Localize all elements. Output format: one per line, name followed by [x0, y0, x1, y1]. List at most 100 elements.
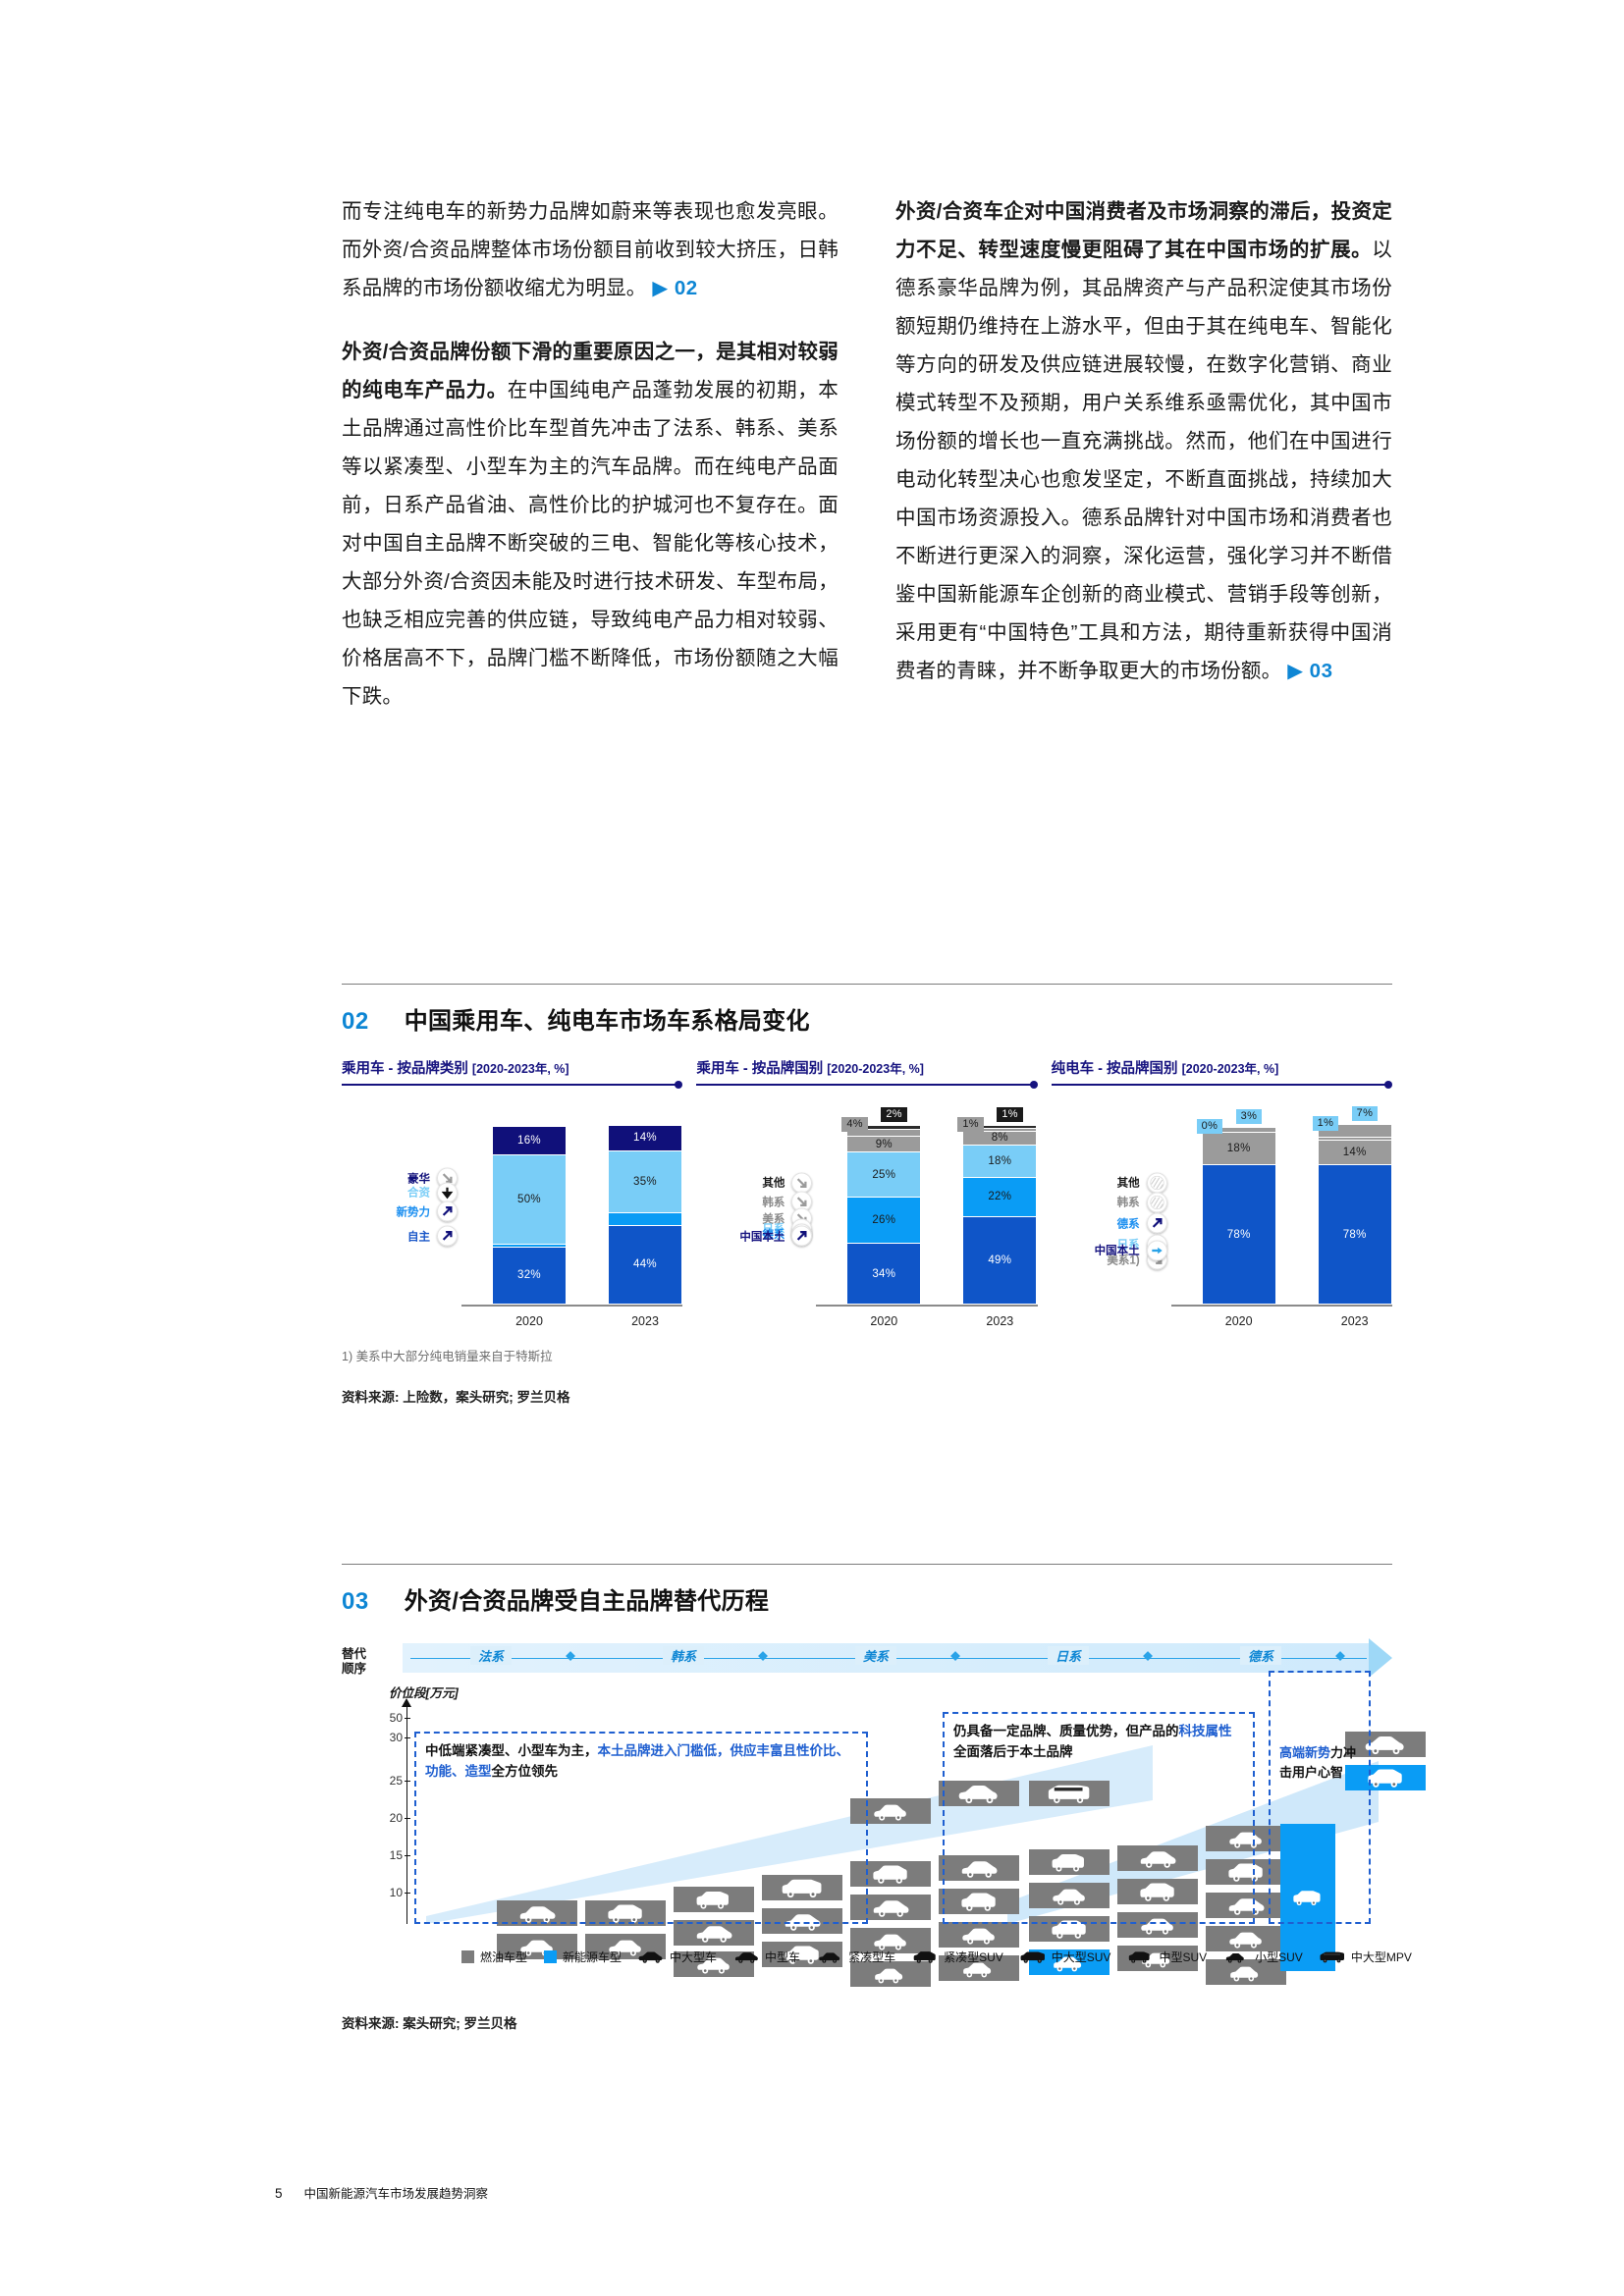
bar-segment-合资: 35% — [609, 1150, 681, 1214]
ice-compact-car-cell — [585, 1934, 666, 1959]
chart-title-unit: [2020-2023年, %] — [471, 1062, 569, 1076]
segment-value: 44% — [633, 1258, 657, 1271]
chart-title-unit: [2020-2023年, %] — [827, 1062, 924, 1076]
ice-mid-suv-cell — [674, 1887, 754, 1912]
bar-segment-其他 — [963, 1125, 1037, 1129]
ice-sedan-mid-cell — [1206, 1893, 1286, 1918]
category-name: 中国本土 — [1094, 1245, 1140, 1257]
ice-compact-suv-cell — [1029, 1916, 1110, 1942]
bar-segment-美系1): 18% — [1202, 1133, 1275, 1166]
exhibit-03: 03 外资/合资品牌受自主品牌替代历程 替代 顺序 法系 韩系 美系 日系 德系 价位段… — [342, 1564, 1426, 2032]
category-name: 其他 — [762, 1177, 785, 1190]
annotation-run-2: 全面落后于本土品牌 — [953, 1744, 1073, 1759]
category-label-韩系: 韩系 — [762, 1191, 813, 1212]
segment-value: 32% — [517, 1269, 541, 1282]
exhibit-02-footnote: 1) 美系中大部分纯电销量来自于特斯拉 — [342, 1350, 553, 1363]
segment-value: 78% — [1342, 1228, 1367, 1241]
category-label-韩系: 韩系 — [1117, 1192, 1167, 1213]
annotation-box-2-text: 仍具备一定品牌、质量优势，但产品的科技属性全面落后于本土品牌 — [945, 1714, 1253, 1762]
segment-value: 18% — [988, 1154, 1012, 1167]
legend-label: 紧凑型车 — [848, 1950, 896, 1964]
category-label-自主: 自主 — [407, 1225, 458, 1247]
paragraph-3: 外资/合资车企对中国消费者及市场洞察的滞后，投资定力不足、转型速度慢更阻碍了其在… — [895, 192, 1392, 690]
x-axis-label-2023: 2023 — [1340, 1314, 1369, 1328]
category-name: 德系 — [762, 1229, 785, 1242]
sequence-item-美系: 美系 — [854, 1646, 897, 1665]
bar-segment-德系: 26% — [847, 1197, 921, 1245]
bar-segment-中国本土: 49% — [963, 1216, 1037, 1305]
segment-value: 26% — [872, 1213, 896, 1226]
exhibit-02: 02 中国乘用车、纯电车市场车系格局变化 乘用车 - 按品牌类别 [2020-2… — [342, 984, 1392, 1406]
sedan-large-icon — [638, 1949, 664, 1964]
ice-compact-suv-cell — [585, 1900, 666, 1926]
trend-up-right-icon — [791, 1225, 813, 1247]
chart-title-text: 乘用车 - 按品牌类别 — [342, 1061, 468, 1077]
legend-item-mpv-icon: 中大型MPV — [1320, 1949, 1412, 1965]
category-name: 韩系 — [762, 1197, 785, 1209]
chart-2-bars: 2020 9% 25% 26% 34% 2% 4% 2023 8% 18% 22% 49% 1% 1% — [816, 1104, 1038, 1328]
figure-reference-03[interactable]: ▶ 03 — [1287, 660, 1333, 682]
annotation-run-0: 中低端紧凑型、小型车为主， — [425, 1743, 598, 1758]
category-name: 其他 — [1116, 1177, 1140, 1190]
chart-3-underline — [1051, 1081, 1392, 1091]
bar-segment-豪华: 16% — [493, 1126, 566, 1155]
bar-segment-自主: 44% — [609, 1225, 681, 1305]
x-axis-line — [816, 1305, 1038, 1307]
bar-2023: 8% 18% 22% 49% 1% 1% — [957, 1106, 1037, 1305]
exhibit-02-rule — [342, 984, 1392, 985]
y-axis-label: 价位段[万元] — [389, 1686, 459, 1700]
legend-label: 小型SUV — [1255, 1950, 1303, 1964]
callout-其他: 3% — [1235, 1108, 1263, 1124]
y-tick-50: 50 — [389, 1711, 403, 1725]
bar-segment-美系: 8% — [963, 1131, 1037, 1147]
x-axis-line — [461, 1305, 683, 1307]
ice-compact-suv-cell — [850, 1861, 931, 1887]
y-tick-30: 30 — [389, 1731, 403, 1744]
legend-swatch — [544, 1950, 558, 1963]
bar-segment-新势力 — [493, 1244, 566, 1248]
exhibit-02-number: 02 — [342, 1008, 369, 1035]
annotation-run-1: 本土品牌进入门槛低，供应丰富且性价比、功能、造型 — [425, 1743, 849, 1779]
ice-small-suv-cell — [1206, 1959, 1286, 1985]
trend-right-icon — [1146, 1240, 1167, 1261]
compact-car-icon — [817, 1949, 842, 1964]
segment-value: 14% — [1342, 1146, 1367, 1158]
annotation-box-3-text: 高端新势力冲击用户心智 — [1271, 1673, 1369, 1783]
paragraph-1: 而专注纯电车的新势力品牌如蔚来等表现也愈发亮眼。而外资/合资品牌整体市场份额目前… — [342, 192, 839, 307]
legend-item-small-suv-icon: 小型SUV — [1223, 1949, 1303, 1965]
paragraph-3-lead: 外资/合资车企对中国消费者及市场洞察的滞后，投资定力不足、转型速度慢更阻碍了其在… — [895, 200, 1392, 261]
chart-title-text: 纯电车 - 按品牌国别 — [1051, 1061, 1178, 1077]
mpv-icon — [1320, 1949, 1345, 1964]
exhibit-02-header: 02 中国乘用车、纯电车市场车系格局变化 — [342, 1001, 1392, 1036]
ice-compact-car-cell — [850, 1928, 931, 1953]
large-suv-icon — [1020, 1949, 1046, 1964]
trend-down-right-icon — [791, 1172, 813, 1194]
legend-item-compact-suv-icon: 紧凑型SUV — [912, 1949, 1003, 1965]
chart-3-plot: 其他 韩系 德系 日系 美系1) 中国本土 2020 18% 78% 3% 0% 2023 14% 78%… — [1052, 1104, 1392, 1328]
bar-2020: 18% 78% 3% 0% — [1196, 1108, 1275, 1305]
nev-mid-suv-cell — [1280, 1824, 1335, 1971]
ice-compact-suv-cell — [1117, 1879, 1198, 1904]
trend-down-right-icon — [791, 1191, 813, 1212]
category-name: 合资 — [407, 1187, 430, 1200]
category-name: 自主 — [407, 1231, 430, 1244]
chart-1-title: 乘用车 - 按品牌类别 [2020-2023年, %] — [342, 1057, 682, 1078]
chart-2-title: 乘用车 - 按品牌国别 [2020-2023年, %] — [696, 1057, 1037, 1078]
figure-reference-02[interactable]: ▶ 02 — [652, 277, 698, 299]
bar-segment-豪华: 14% — [609, 1126, 681, 1151]
category-label-新势力: 新势力 — [397, 1201, 458, 1222]
ice-sedan-mid-cell — [674, 1920, 754, 1946]
callout-韩系: 1% — [1312, 1115, 1339, 1131]
trend-up-right-icon — [1146, 1212, 1167, 1234]
legend-label: 新能源车型 — [563, 1950, 623, 1964]
bar-segment-韩系 — [963, 1128, 1037, 1132]
category-name: 豪华 — [407, 1173, 430, 1186]
sequence-item-法系: 法系 — [469, 1646, 513, 1665]
category-label-中国本土: 中国本土 — [1094, 1240, 1167, 1261]
trend-hatched-icon — [1146, 1192, 1167, 1213]
exhibit-02-charts: 乘用车 - 按品牌类别 [2020-2023年, %] 豪华 合资 新势力 自主 2020… — [342, 1057, 1392, 1328]
substitution-sequence-arrow: 法系 韩系 美系 日系 德系 — [403, 1638, 1392, 1678]
legend-label: 紧凑型SUV — [944, 1950, 1003, 1964]
legend-item-燃油车型: 燃油车型 — [461, 1949, 527, 1965]
category-name: 日系 — [1116, 1239, 1140, 1252]
